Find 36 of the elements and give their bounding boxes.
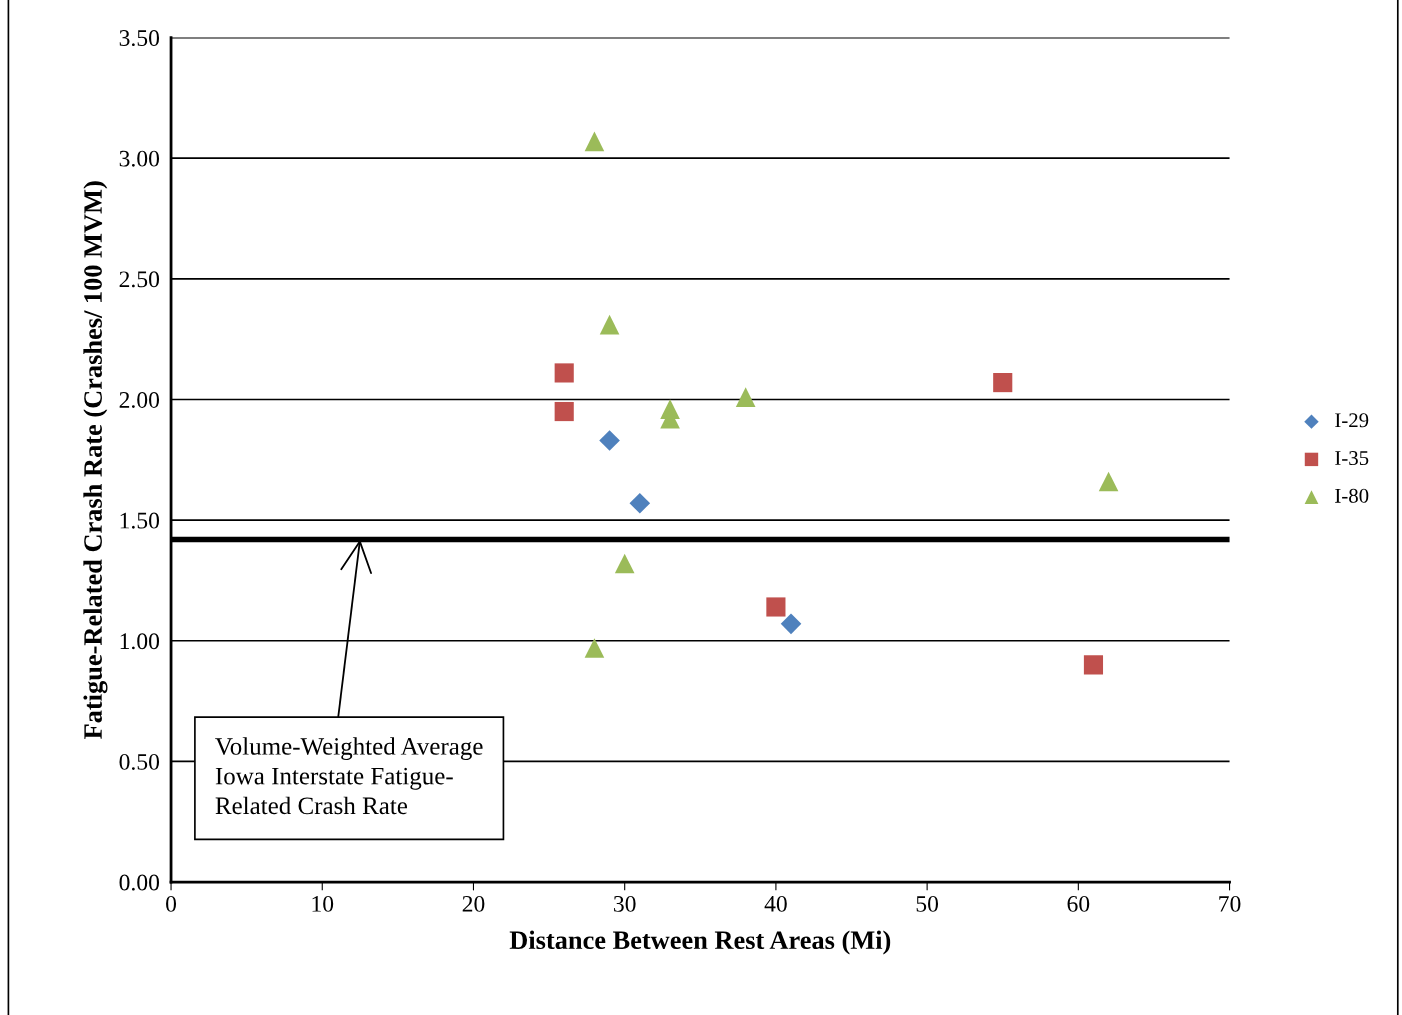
x-axis-title: Distance Between Rest Areas (Mi) xyxy=(509,930,891,955)
y-tick-label: 3.50 xyxy=(119,30,160,47)
point xyxy=(599,314,620,335)
point xyxy=(584,638,605,658)
point xyxy=(599,430,620,451)
point xyxy=(584,131,605,152)
point xyxy=(554,363,574,383)
legend-label: I-29 xyxy=(1335,413,1369,428)
legend-label: I-35 xyxy=(1335,451,1369,466)
x-tick-label: 30 xyxy=(614,895,636,912)
x-tick-label: 60 xyxy=(1067,895,1090,912)
x-tick-label: 20 xyxy=(462,895,485,912)
point xyxy=(629,492,651,514)
y-tick-label: 2.00 xyxy=(119,391,160,408)
point xyxy=(780,613,802,635)
point xyxy=(1083,655,1104,675)
point xyxy=(735,387,756,407)
x-tick-label: 10 xyxy=(312,895,334,912)
y-tick-label: 1.00 xyxy=(120,633,160,650)
x-tick-label: 50 xyxy=(916,895,939,912)
y-tick-label: 1.50 xyxy=(120,512,160,529)
x-tick-label: 70 xyxy=(1219,895,1241,912)
point xyxy=(554,401,574,422)
legend-label: I-80 xyxy=(1335,488,1369,503)
point xyxy=(993,373,1013,393)
y-tick-label: 0.50 xyxy=(119,753,160,770)
y-axis-title: Fatigue-Related Crash Rate (Crashes/ 100 MVM) xyxy=(83,181,108,739)
x-tick-label: 40 xyxy=(764,895,787,912)
point xyxy=(1098,471,1119,492)
y-tick-label: 2.50 xyxy=(119,271,160,288)
annotation: Volume-Weighted Average Iowa Interstate Fatigue- Related Crash Rate xyxy=(215,737,483,815)
y-tick-label: 3.00 xyxy=(119,150,160,167)
y-tick-label: 0.00 xyxy=(119,874,160,891)
point xyxy=(614,553,635,574)
point xyxy=(766,597,786,617)
x-tick-label: 0 xyxy=(166,895,177,912)
